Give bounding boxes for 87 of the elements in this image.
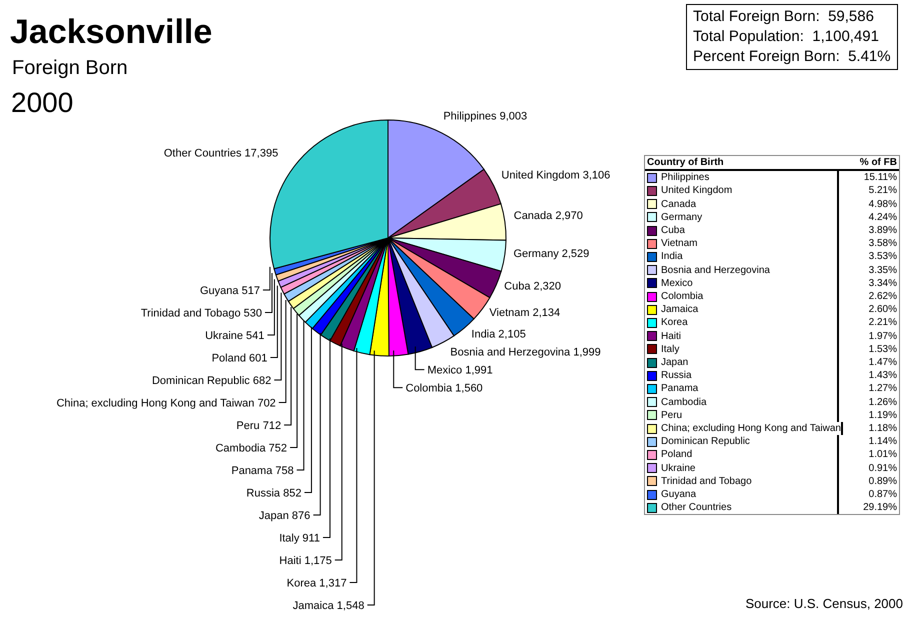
category-label: China; excluding Hong Kong and Taiwan 702 <box>56 398 276 410</box>
category-label: Dominican Republic 682 <box>152 375 272 387</box>
category-label: Bosnia and Herzegovina 1,999 <box>450 346 601 359</box>
text: 2000 <box>11 86 74 120</box>
legend-label: Ukraine <box>661 462 696 475</box>
legend-label: Italy <box>661 342 680 356</box>
legend-label: Trinidad and Tobago <box>661 474 752 488</box>
category-label: Japan 876 <box>258 510 310 522</box>
category-label: Panama 758 <box>231 465 294 477</box>
text: Foreign Born <box>12 56 128 80</box>
text: 0.87% <box>868 488 898 502</box>
text: 1.14% <box>868 435 898 448</box>
category-label: Peru 712 <box>236 420 282 432</box>
legend-label: Bosnia and Herzegovina <box>661 264 770 277</box>
legend-label: Jamaica <box>661 303 698 316</box>
legend-label: Haiti <box>661 330 682 343</box>
legend-label: Vietnam <box>661 237 698 250</box>
legend-label: Other Countries <box>661 501 732 514</box>
text: 4.24% <box>868 210 898 224</box>
text: 0.89% <box>868 474 898 488</box>
legend-label: Panama <box>661 382 698 396</box>
legend-label: Korea <box>661 316 688 330</box>
text: 2.21% <box>868 316 898 330</box>
category-label: Colombia 1,560 <box>406 382 483 395</box>
category-label: United Kingdom 3,106 <box>501 170 610 182</box>
legend-title: Country of Birth <box>646 156 725 170</box>
text: 29.19% <box>862 501 898 514</box>
legend-label: Poland <box>661 448 692 462</box>
text: 2.60% <box>868 303 898 316</box>
legend-label: Guyana <box>661 488 696 502</box>
text: 3.35% <box>868 264 898 277</box>
text: 3.89% <box>868 224 898 238</box>
text: 1.97% <box>868 330 898 343</box>
category-label: Poland 601 <box>212 352 268 364</box>
category-label: Guyana 517 <box>200 285 260 297</box>
legend-label: India <box>661 250 683 264</box>
legend-label: China; excluding Hong Kong and Taiwan <box>661 422 841 436</box>
category-label: Ukraine 541 <box>205 330 264 342</box>
legend-label: Dominican Republic <box>661 435 750 448</box>
category-label: Trinidad and Tobago 530 <box>140 308 262 320</box>
category-label: Russia 852 <box>246 488 302 500</box>
text: 1.53% <box>868 342 898 356</box>
legend-label: Peru <box>661 408 682 422</box>
text: 1.43% <box>868 369 898 382</box>
source-note: Source: U.S. Census, 2000 <box>745 596 903 611</box>
text: 1.26% <box>868 396 898 409</box>
category-label: Cuba 2,320 <box>504 280 562 292</box>
text: 5.21% <box>868 184 898 198</box>
category-label: India 2,105 <box>471 328 526 341</box>
text: 1.01% <box>868 448 898 462</box>
category-label: Canada 2,970 <box>514 210 583 222</box>
text: 15.11% <box>862 171 898 184</box>
legend-label: Colombia <box>661 290 704 304</box>
category-label: Italy 911 <box>279 532 320 544</box>
category-label: Korea 1,317 <box>286 578 347 590</box>
text: Total Foreign Born: 59,586 <box>693 7 875 27</box>
legend-label: Cambodia <box>661 396 707 409</box>
text: 2.62% <box>868 290 898 304</box>
text: 1.18% <box>868 422 898 436</box>
text: % of FB <box>858 156 898 170</box>
legend-label: Mexico <box>661 276 693 290</box>
category-label: Germany 2,529 <box>513 248 590 260</box>
legend-label: Russia <box>661 369 692 382</box>
category-label: Other Countries 17,395 <box>164 148 278 160</box>
legend-label: Cuba <box>661 224 685 238</box>
legend-label: United Kingdom <box>661 184 732 198</box>
text: 1.19% <box>868 408 898 422</box>
text: 0.91% <box>868 462 898 475</box>
text: 4.98% <box>868 198 898 211</box>
text: 1.27% <box>868 382 898 396</box>
legend-label: Philippines <box>661 171 710 184</box>
category-label: Mexico 1,991 <box>427 364 493 377</box>
text: 3.58% <box>868 237 898 250</box>
category-label: Jamaica 1,548 <box>292 600 364 612</box>
category-label: Vietnam 2,134 <box>489 307 560 320</box>
category-label: Philippines 9,003 <box>443 110 528 123</box>
text: 3.34% <box>868 276 898 290</box>
category-label: Haiti 1,175 <box>279 555 332 567</box>
text: 1.47% <box>868 356 898 370</box>
text: Total Population: 1,100,491 <box>693 27 880 47</box>
category-label: Cambodia 752 <box>215 442 288 454</box>
text: 3.53% <box>868 250 898 264</box>
legend-label: Germany <box>661 210 702 224</box>
chart-title: Jacksonville <box>10 12 212 52</box>
text: Percent Foreign Born: 5.41% <box>693 47 891 67</box>
legend-label: Canada <box>661 198 696 211</box>
legend-label: Japan <box>661 356 688 370</box>
